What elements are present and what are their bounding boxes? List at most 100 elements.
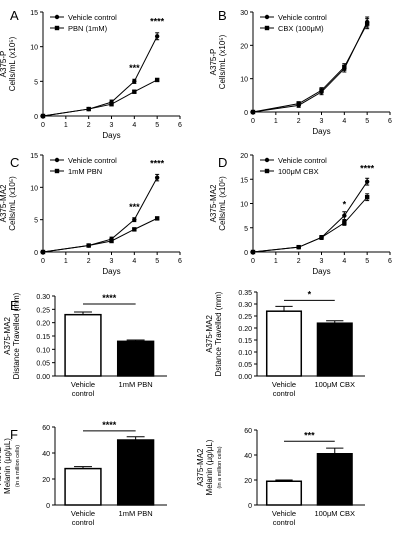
x-tick-label: 4	[342, 118, 346, 125]
data-point	[319, 88, 324, 93]
y-tick-label: 5	[244, 226, 248, 233]
data-point	[154, 77, 160, 83]
y-tick-label: 60	[42, 425, 50, 432]
x-axis-label: Days	[102, 131, 120, 140]
y-tick-label: 30	[240, 10, 248, 17]
y-tick-label: 0.00	[238, 374, 252, 381]
y-tick-label: 0.30	[238, 302, 252, 309]
data-point	[132, 89, 137, 94]
y-axis-label: A375-MA2	[205, 315, 214, 353]
significance-label: ****	[102, 293, 117, 303]
x-tick-label: 4	[132, 258, 136, 265]
data-point	[154, 34, 160, 39]
y-tick-label: 20	[42, 477, 50, 484]
x-tick-label: 1	[64, 122, 68, 129]
category-label: Vehicle	[272, 380, 296, 389]
x-axis-label: Days	[312, 267, 330, 276]
data-point	[342, 213, 347, 218]
data-point	[342, 220, 347, 226]
x-tick-label: 0	[41, 258, 45, 265]
bar	[316, 322, 353, 377]
y-tick-label: 0.25	[238, 314, 252, 321]
significance-label: ****	[102, 420, 117, 430]
legend-label: PBN (1mM)	[68, 24, 108, 33]
y-axis-label: A375-MA2	[3, 317, 12, 355]
y-axis-label: A375-P	[209, 49, 218, 76]
x-tick-label: 2	[297, 258, 301, 265]
data-point	[250, 249, 256, 255]
legend-marker	[54, 168, 60, 174]
legend-label: Vehicle control	[278, 156, 327, 165]
y-axis-label: A375-MA2	[209, 184, 218, 222]
x-tick-label: 5	[365, 118, 369, 125]
y-tick-label: 15	[30, 10, 38, 17]
data-point	[40, 113, 46, 119]
y-tick-label: 10	[240, 202, 248, 209]
data-point	[296, 101, 301, 106]
x-tick-label: 6	[178, 122, 182, 129]
panel-F2: 0 20 40 60 A375-MA2 Melanin (µg/µL) (in a mill…	[196, 428, 365, 527]
significance-label: ***	[129, 63, 140, 73]
panel-letter: A	[10, 8, 19, 23]
bar	[116, 340, 155, 377]
y-tick-label: 15	[240, 177, 248, 184]
y-axis-label: A375-MA2	[0, 184, 8, 222]
x-tick-label: 4	[342, 258, 346, 265]
x-axis-label: Days	[102, 267, 120, 276]
data-point	[364, 194, 370, 200]
x-tick-label: 3	[320, 118, 324, 125]
category-label: control	[72, 389, 95, 398]
x-tick-label: 0	[251, 258, 255, 265]
y-tick-label: 20	[240, 43, 248, 50]
y-axis-label: A375-MA2	[0, 447, 3, 485]
data-point	[364, 21, 370, 26]
x-tick-label: 1	[64, 258, 68, 265]
legend-marker	[264, 25, 270, 31]
x-tick-label: 5	[365, 258, 369, 265]
category-label: control	[273, 389, 296, 398]
bar	[116, 439, 155, 506]
y-axis-label: Cells/mL (x10⁵)	[8, 176, 17, 231]
significance-label: ****	[360, 163, 375, 173]
x-tick-label: 3	[110, 258, 114, 265]
panel-E1: E 0.00 0.05 0.10 0.15 0.20 0.25 0.30 A375-MA2 Dis…	[3, 292, 167, 398]
significance-label: ****	[150, 16, 165, 26]
legend-marker	[264, 157, 270, 163]
y-tick-label: 0.05	[238, 362, 252, 369]
y-tick-label: 10	[30, 185, 38, 192]
y-tick-label: 0.30	[36, 294, 50, 301]
x-tick-label: 5	[155, 258, 159, 265]
significance-label: *	[308, 289, 312, 299]
x-tick-label: 6	[178, 258, 182, 265]
y-axis-label: (in a million cells)	[217, 446, 223, 488]
x-axis-label: Days	[312, 127, 330, 136]
y-axis-label: Cells/mL (x10⁵)	[8, 36, 17, 91]
data-point	[154, 216, 160, 221]
panel-A: A 0 5 10 15 A375-P Cells/mL (x10⁵) 0 1 2 3 4 5 6 Days V…	[0, 8, 182, 140]
y-axis-label: (in a million cells)	[15, 445, 21, 487]
x-tick-label: 1	[274, 118, 278, 125]
y-tick-label: 5	[34, 79, 38, 86]
data-point	[109, 102, 114, 107]
data-point	[132, 227, 137, 232]
x-tick-label: 2	[297, 118, 301, 125]
series-line	[252, 21, 368, 113]
data-point	[132, 79, 137, 84]
y-axis-label: A375-MA2	[196, 448, 205, 486]
panel-B: B 0 10 20 30 A375-P Cells/mL (x10⁵) 0 1 2 3 4 5 6 Days…	[209, 8, 392, 136]
panel-letter: D	[218, 155, 227, 170]
series-line	[42, 217, 158, 253]
significance-label: ***	[304, 430, 315, 440]
legend-marker	[54, 25, 60, 31]
bar	[265, 480, 303, 506]
category-label: 100μM CBX	[314, 509, 355, 518]
y-axis-label: Melanin (µg/µL)	[205, 439, 214, 495]
bar	[64, 313, 102, 377]
x-tick-label: 2	[87, 258, 91, 265]
y-tick-label: 0	[244, 110, 248, 117]
legend-marker	[54, 157, 60, 163]
panel-E2: 0.00 0.05 0.10 0.15 0.20 0.25 0.30 0.35 A375-MA2…	[205, 289, 365, 398]
x-tick-label: 3	[110, 122, 114, 129]
y-tick-label: 40	[244, 453, 252, 460]
panel-letter: F	[10, 427, 18, 442]
